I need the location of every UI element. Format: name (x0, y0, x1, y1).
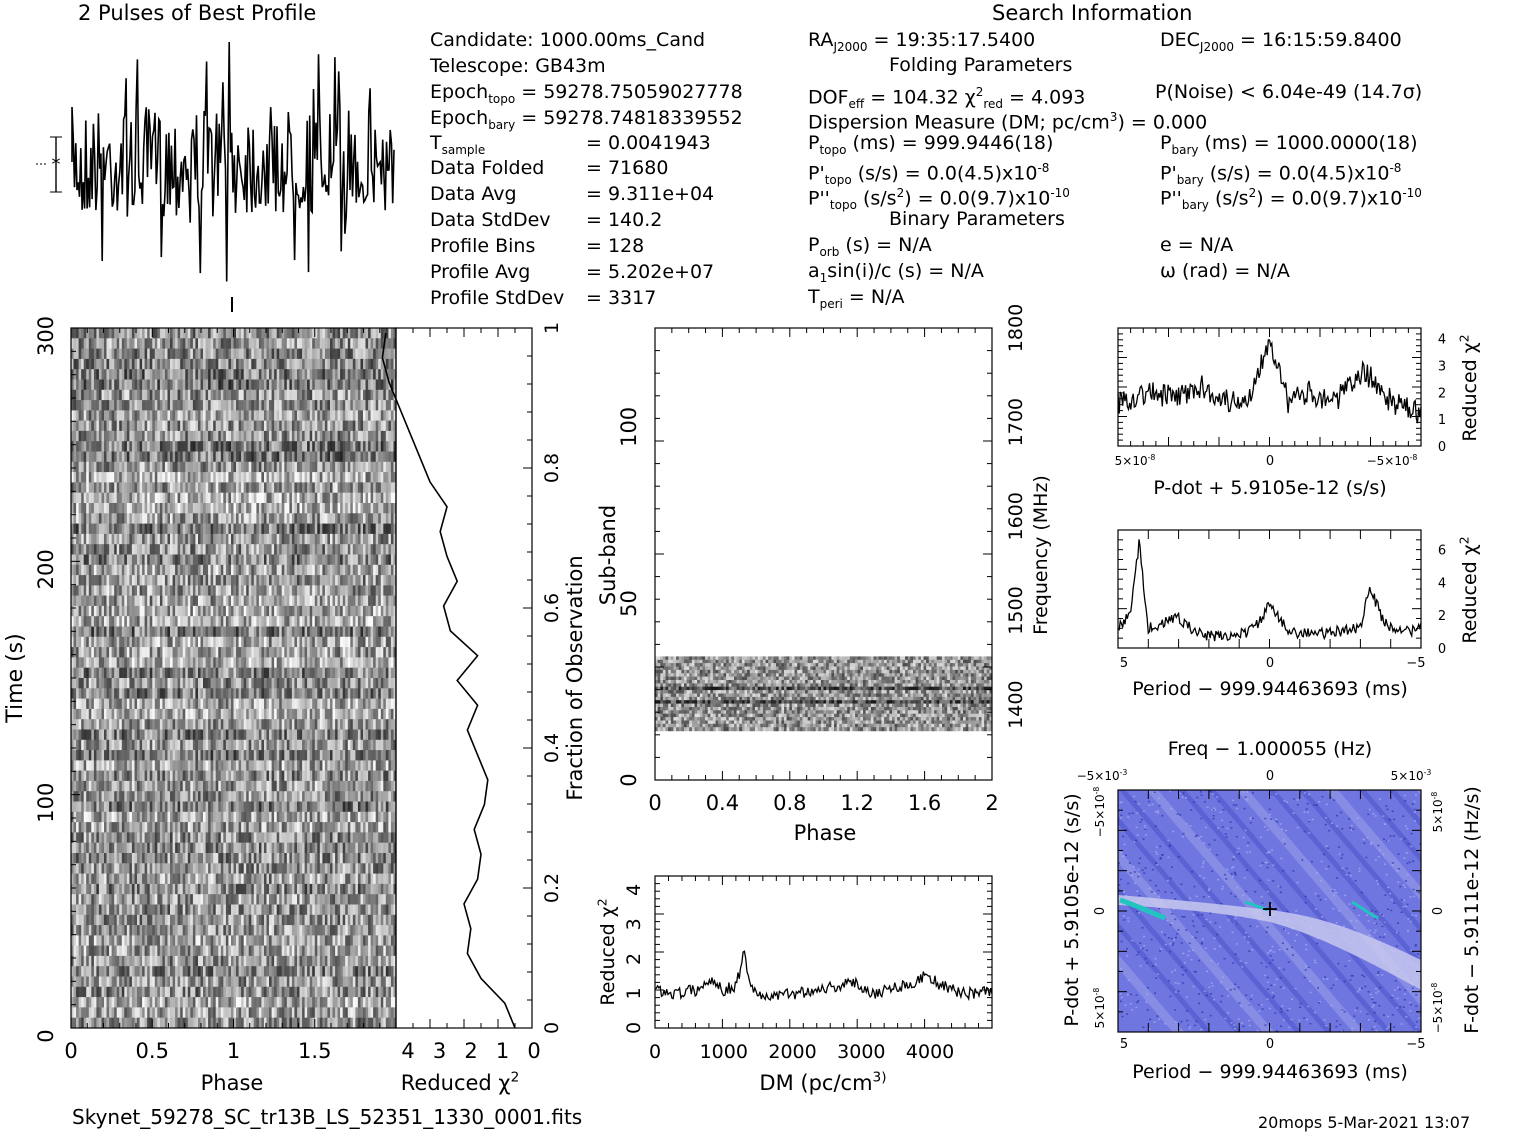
profile-line (72, 42, 394, 282)
time-phase-cells (71, 328, 397, 1029)
errorbar-star: * (52, 154, 61, 175)
profile-plot: * (36, 42, 394, 312)
